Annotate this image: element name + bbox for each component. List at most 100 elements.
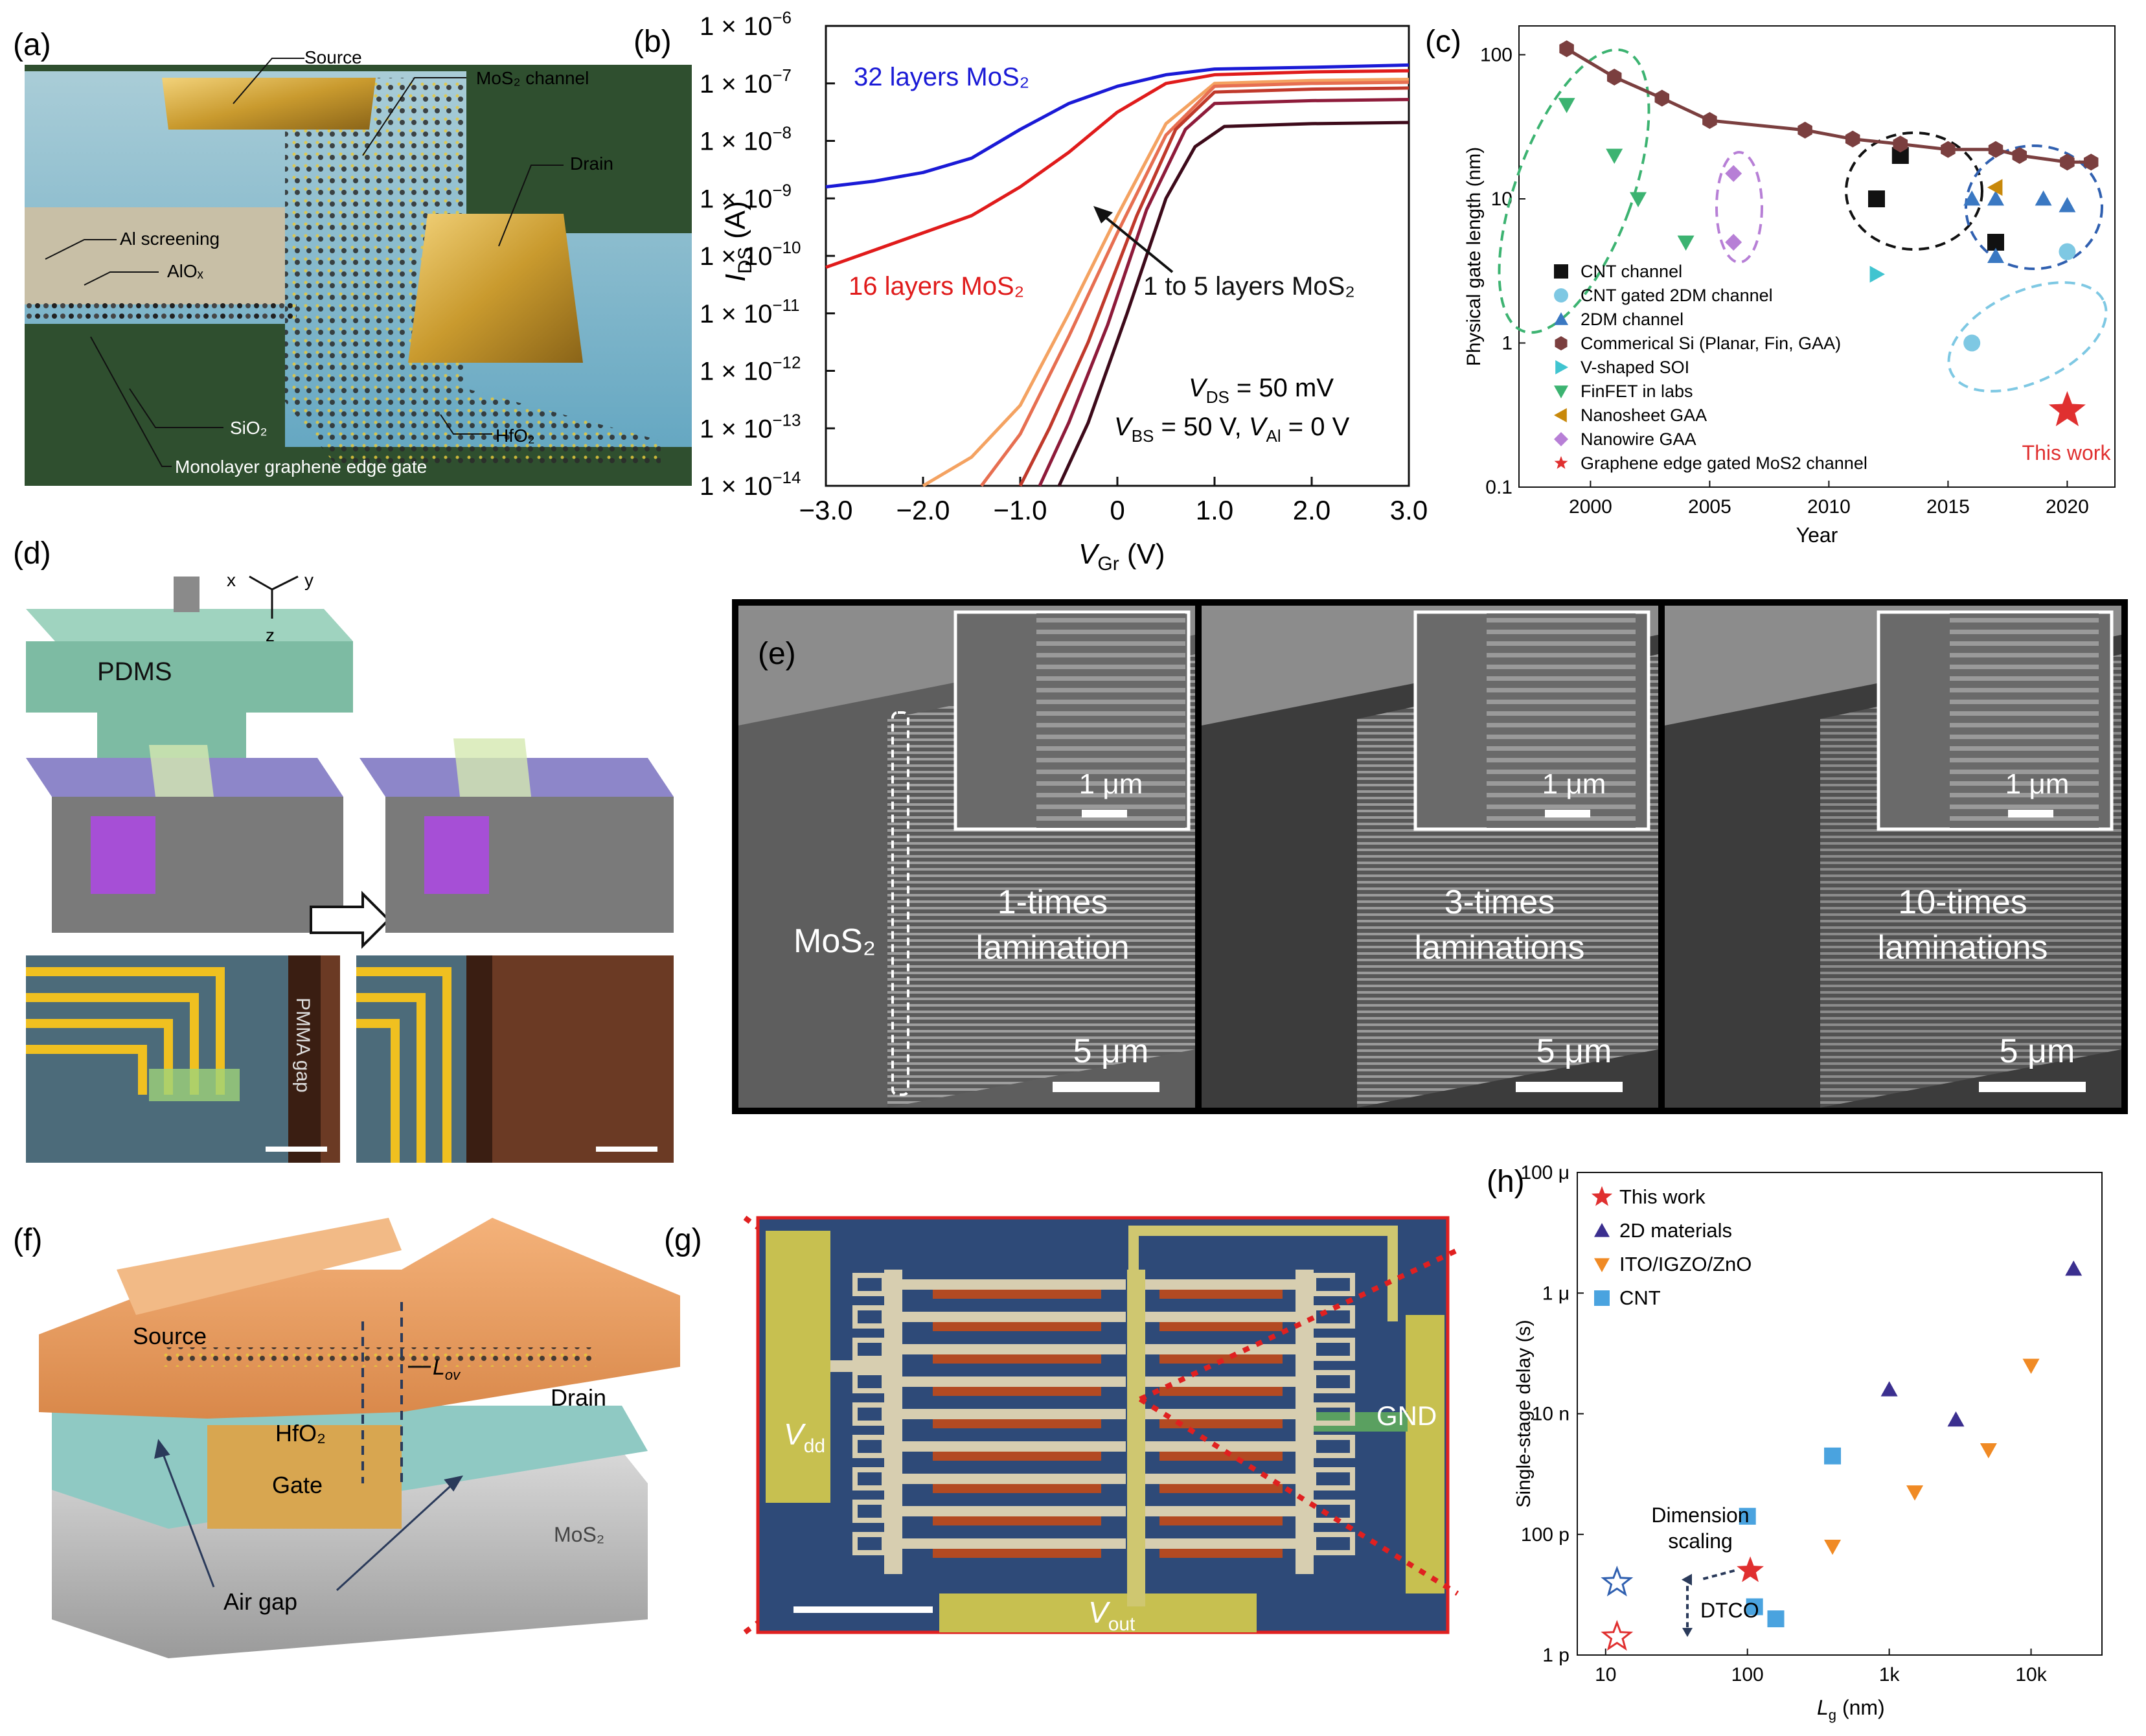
- source-electrode-f: [117, 1218, 402, 1315]
- finger-link-right: [1311, 1435, 1355, 1458]
- finger-link-right: [1311, 1500, 1355, 1523]
- plot-frame-h: [1577, 1172, 2103, 1656]
- point-finfet-in-labs: [1558, 98, 1575, 113]
- legend-marker-graphene-edge-gated-mos2-channel: [1554, 456, 1568, 469]
- x-tick-label-h: 100: [1731, 1664, 1764, 1685]
- point-cnt-channel: [1868, 190, 1885, 207]
- annotation-scaling: scaling: [1668, 1529, 1733, 1553]
- point-2dm-channel: [2059, 197, 2076, 212]
- point-cnt: [1824, 1447, 1842, 1465]
- finger-right: [1145, 1409, 1296, 1419]
- point-commerical-si-planar-fin-gaa-: [1988, 141, 2003, 158]
- y-tick-label-b: 1 × 10−6: [700, 8, 792, 41]
- y-tick-label-h: 100 p: [1521, 1524, 1570, 1546]
- annotation-arrowhead-b: [1093, 206, 1113, 223]
- inset-scale-label-2: 1 μm: [1542, 768, 1606, 800]
- mos2-right: [1159, 1290, 1283, 1299]
- legend-label-v-shaped-soi: V-shaped SOI: [1581, 358, 1689, 377]
- legend-label-2dm-channel: 2DM channel: [1581, 310, 1684, 329]
- scale-label-1: 5 μm: [1073, 1033, 1149, 1070]
- group-ellipse-3: [1965, 144, 2103, 270]
- mos2-left: [933, 1549, 1101, 1558]
- point-commerical-si-planar-fin-gaa-: [2012, 147, 2027, 165]
- finger-right: [1145, 1344, 1296, 1354]
- mos2-left: [933, 1516, 1101, 1525]
- trench-2: [424, 816, 489, 894]
- sem-inset-lines-2: [1487, 613, 1636, 828]
- point-v-shaped-soi: [1869, 266, 1885, 283]
- mos2-channel-crystal: [285, 78, 661, 466]
- point-dimension-scaling: [1601, 1565, 1634, 1597]
- finger-left: [902, 1538, 1126, 1549]
- trench-1: [91, 816, 155, 894]
- inset-scale-label-1: 1 μm: [1079, 768, 1143, 800]
- point-2dm-channel: [1987, 247, 2004, 263]
- point-commerical-si-planar-fin-gaa-: [1559, 40, 1574, 58]
- finger-link-right: [1311, 1532, 1355, 1555]
- y-tick-label-b: 1 × 10−13: [700, 410, 801, 443]
- vdd-bus: [830, 1360, 889, 1372]
- sem-label-line2-3: laminations: [1877, 929, 2048, 966]
- finger-left: [902, 1344, 1126, 1354]
- series-line-5-layers: [1057, 120, 1410, 487]
- y-tick-label-b: 1 × 10−9: [700, 180, 792, 213]
- sem-label-line2-2: laminations: [1414, 929, 1584, 966]
- panel-d-letter: (d): [13, 536, 51, 571]
- panel-h-letter: (h): [1487, 1165, 1525, 1199]
- series-line-32-layers-mos2: [825, 63, 1410, 188]
- mos2-right: [1159, 1419, 1283, 1428]
- label-mos2-f: MoS₂: [554, 1523, 604, 1546]
- panel-g: (g) Vdd GND Vout: [664, 1215, 1459, 1635]
- group-ellipse-0: [1498, 48, 1650, 334]
- mos2-left: [933, 1484, 1101, 1493]
- point-commerical-si-planar-fin-gaa-: [1893, 135, 1908, 153]
- zoom-lines: [743, 1215, 1459, 1635]
- left-rail: [884, 1270, 902, 1574]
- scaling-arrow: [1700, 1569, 1735, 1581]
- sem-label-line1-2: 3-times: [1444, 884, 1555, 921]
- scale-label-3: 5 μm: [2000, 1033, 2075, 1070]
- inset-scale-label-3: 1 μm: [2005, 768, 2070, 800]
- panel-c: (c) 2000 2005 2010 2015 20200.1110100YearPhy…: [1425, 25, 2116, 547]
- series-line-16-layers-mos2: [825, 69, 1410, 269]
- graphene-edge-gate: [25, 298, 297, 324]
- label-pdms: PDMS: [97, 657, 172, 686]
- panel-b: (b) −3.0 −2.0 −1.0 0 1.0 2.0 3.0 1 × 10−14 1 × 1…: [634, 8, 1428, 575]
- point-cnt: [1767, 1610, 1785, 1628]
- inset-scale-bar-3: [2008, 810, 2053, 817]
- finger-link-left: [852, 1305, 887, 1329]
- finger-link-left: [852, 1500, 887, 1523]
- plot-frame-c: [1518, 25, 2116, 488]
- point-this-work: [1737, 1556, 1764, 1582]
- label-gate-f: Gate: [272, 1472, 323, 1498]
- series-line-3-layers: [1018, 86, 1410, 487]
- label-mos2-channel: MoS₂ channel: [476, 68, 589, 88]
- finger-link-left: [852, 1435, 887, 1458]
- finger-link-right: [1311, 1467, 1355, 1490]
- label-vdd: Vdd: [784, 1417, 825, 1457]
- pdms-top: [26, 609, 353, 641]
- x-tick-label-b: −2.0: [896, 495, 950, 525]
- point-dtco: [1601, 1619, 1634, 1651]
- finger-link-left: [852, 1467, 887, 1490]
- label-hfo2-f: HfO₂: [275, 1420, 326, 1446]
- series-line-commerical-si-planar-fin-gaa-: [1566, 47, 2092, 164]
- legend-label-nanowire-gaa: Nanowire GAA: [1581, 429, 1696, 449]
- annotation-arrow-b: [1100, 212, 1174, 273]
- gnd-pad: [1406, 1315, 1444, 1593]
- y-tick-label-h: 1 μ: [1542, 1283, 1570, 1304]
- label-vout: Vout: [1088, 1595, 1136, 1635]
- group-ellipse-2: [1845, 131, 1983, 251]
- point-ito-igzo-zno: [2022, 1358, 2040, 1374]
- point-2d-materials: [2065, 1261, 2083, 1276]
- y-tick-label-h: 1 p: [1542, 1645, 1570, 1666]
- top-feedback-line: [1128, 1226, 1398, 1321]
- legend-marker-ito-igzo-zno: [1594, 1258, 1610, 1272]
- mos2-f: [162, 1347, 596, 1367]
- inset-scale-bar-1: [1082, 810, 1127, 817]
- label-pmma-gap: PMMA gap: [292, 998, 314, 1093]
- label-gnd: GND: [1376, 1400, 1437, 1431]
- annotation-32-layers: 32 layers MoS₂: [854, 63, 1029, 91]
- finger-link-right: [1311, 1273, 1355, 1296]
- mos2-right: [1159, 1516, 1283, 1525]
